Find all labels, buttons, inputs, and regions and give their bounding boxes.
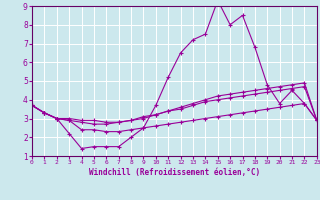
X-axis label: Windchill (Refroidissement éolien,°C): Windchill (Refroidissement éolien,°C) bbox=[89, 168, 260, 177]
